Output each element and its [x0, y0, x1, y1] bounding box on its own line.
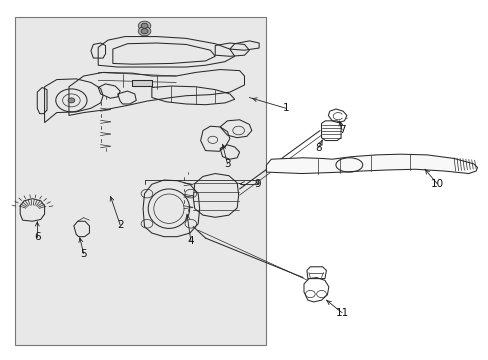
Text: 4: 4 — [187, 236, 194, 246]
Circle shape — [138, 21, 151, 31]
Circle shape — [68, 98, 75, 103]
Circle shape — [141, 29, 148, 34]
Polygon shape — [132, 80, 152, 86]
Text: 10: 10 — [429, 179, 443, 189]
Text: 3: 3 — [224, 159, 230, 169]
Circle shape — [138, 27, 151, 36]
Text: 5: 5 — [80, 248, 87, 258]
Polygon shape — [266, 154, 477, 174]
Circle shape — [141, 23, 148, 28]
Text: 8: 8 — [315, 143, 321, 153]
Text: 7: 7 — [338, 125, 345, 135]
Text: 11: 11 — [335, 308, 348, 318]
Text: 6: 6 — [34, 232, 41, 242]
Text: 9: 9 — [254, 179, 261, 189]
FancyBboxPatch shape — [15, 17, 266, 345]
Text: 1: 1 — [282, 103, 289, 113]
Text: 2: 2 — [117, 220, 123, 230]
